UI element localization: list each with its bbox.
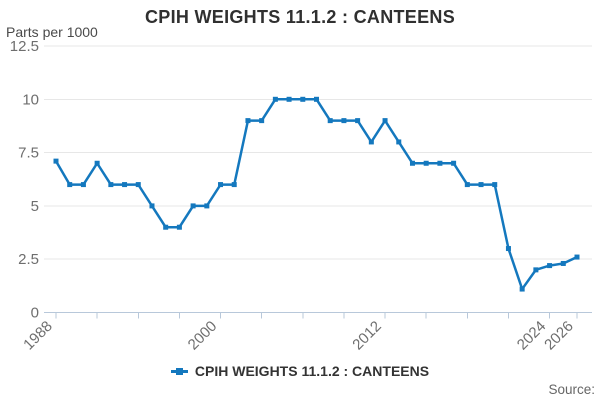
chart-title: CPIH WEIGHTS 11.1.2 : CANTEENS: [144, 7, 456, 27]
svg-text:2012: 2012: [349, 318, 385, 354]
svg-text:2.5: 2.5: [18, 251, 39, 268]
svg-text:2000: 2000: [185, 318, 221, 354]
svg-text:0: 0: [31, 305, 39, 322]
svg-text:1988: 1988: [20, 318, 56, 354]
y-gridlines: [44, 45, 592, 260]
legend-item-series[interactable]: CPIH WEIGHTS 11.1.2 : CANTEENS: [170, 363, 430, 379]
x-axis-ticks: [55, 312, 578, 319]
svg-text:12.5: 12.5: [10, 38, 39, 55]
source-label: Source:: [548, 382, 595, 397]
series-markers: [53, 96, 580, 292]
y-tick-labels: 0 2.5 5 7.5 10 12.5: [10, 38, 39, 322]
legend-line-marker-swatch: [170, 367, 188, 376]
svg-text:2024: 2024: [514, 318, 550, 354]
svg-text:2026: 2026: [541, 318, 577, 354]
y-axis-unit-label: Parts per 1000: [6, 24, 98, 40]
svg-text:7.5: 7.5: [18, 145, 39, 162]
series-line: [54, 98, 578, 292]
svg-text:10: 10: [22, 91, 39, 108]
chart-legend: CPIH WEIGHTS 11.1.2 : CANTEENS: [0, 361, 600, 381]
svg-text:5: 5: [31, 198, 39, 215]
legend-label: CPIH WEIGHTS 11.1.2 : CANTEENS: [194, 363, 430, 379]
